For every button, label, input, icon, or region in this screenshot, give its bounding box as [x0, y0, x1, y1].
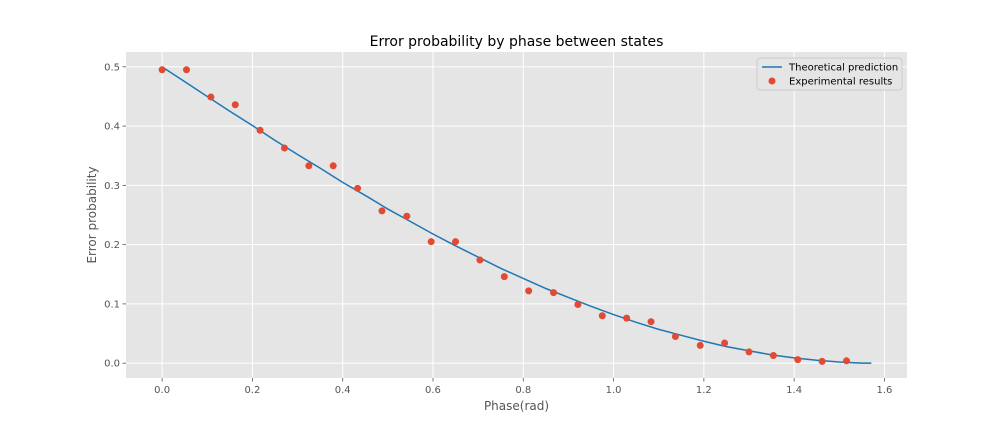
experimental-result-point: [256, 126, 264, 134]
grid: [126, 52, 907, 378]
x-tick-label: 0.0: [154, 385, 170, 396]
experimental-result-point: [769, 351, 777, 359]
experimental-result-point: [550, 289, 558, 297]
y-tick-label: 0.1: [104, 299, 120, 310]
y-tick-label: 0.2: [104, 240, 120, 251]
x-tick-label: 0.4: [335, 385, 351, 396]
x-axis-label: Phase(rad): [484, 399, 549, 413]
legend-dot-marker: [768, 77, 776, 85]
experimental-result-point: [476, 256, 484, 264]
experimental-result-point: [598, 312, 606, 320]
experimental-result-point: [745, 348, 753, 356]
experimental-result-point: [403, 212, 411, 220]
experimental-result-point: [231, 101, 239, 109]
experimental-result-point: [721, 339, 729, 347]
experimental-result-point: [843, 357, 851, 365]
x-tick-label: 0.6: [425, 385, 441, 396]
series-layer: [158, 66, 872, 365]
y-ticks: 0.0 0.1 0.2 0.3 0.4 0.5: [104, 62, 126, 370]
legend: Theoretical prediction Experimental resu…: [756, 57, 903, 91]
experimental-result-point: [647, 318, 655, 326]
y-tick-label: 0.0: [104, 359, 120, 370]
y-axis-label: Error probability: [85, 166, 99, 263]
plot-area: [126, 52, 907, 378]
legend-entry-experimental: Experimental results: [789, 77, 892, 88]
experimental-result-point: [574, 301, 582, 308]
x-tick-label: 1.6: [876, 385, 892, 396]
experimental-result-point: [305, 162, 313, 170]
experimental-result-point: [280, 144, 288, 152]
experimental-result-point: [623, 314, 631, 322]
legend-box: [756, 57, 903, 91]
y-tick-label: 0.3: [104, 181, 120, 192]
experimental-result-point: [427, 238, 435, 246]
x-tick-label: 1.0: [606, 385, 622, 396]
experimental-result-point: [354, 184, 362, 192]
y-tick-label: 0.4: [104, 122, 120, 133]
experimental-result-point: [182, 66, 190, 74]
x-tick-label: 0.2: [244, 385, 260, 396]
experimental-result-point: [696, 341, 704, 349]
experimental-result-point: [500, 273, 508, 281]
y-tick-label: 0.5: [104, 62, 120, 73]
x-tick-label: 1.2: [696, 385, 712, 396]
x-tick-label: 1.4: [786, 385, 802, 396]
experimental-result-point: [671, 333, 679, 341]
x-tick-label: 0.8: [515, 385, 531, 396]
x-ticks: 0.0 0.2 0.4 0.6 0.8 1.0 1.2 1.4 1.6: [154, 378, 892, 396]
experimental-result-point: [378, 207, 386, 215]
theoretical-prediction-line: [161, 66, 872, 364]
experimental-result-point: [525, 287, 533, 295]
experimental-result-point: [452, 238, 460, 246]
chart-title: Error probability by phase between state…: [370, 34, 664, 50]
experimental-result-point: [794, 356, 802, 364]
legend-entry-theoretical: Theoretical prediction: [788, 63, 898, 74]
experimental-result-point: [207, 93, 215, 101]
experimental-result-point: [158, 66, 166, 74]
experimental-result-point: [818, 357, 826, 365]
experimental-result-point: [329, 162, 337, 170]
